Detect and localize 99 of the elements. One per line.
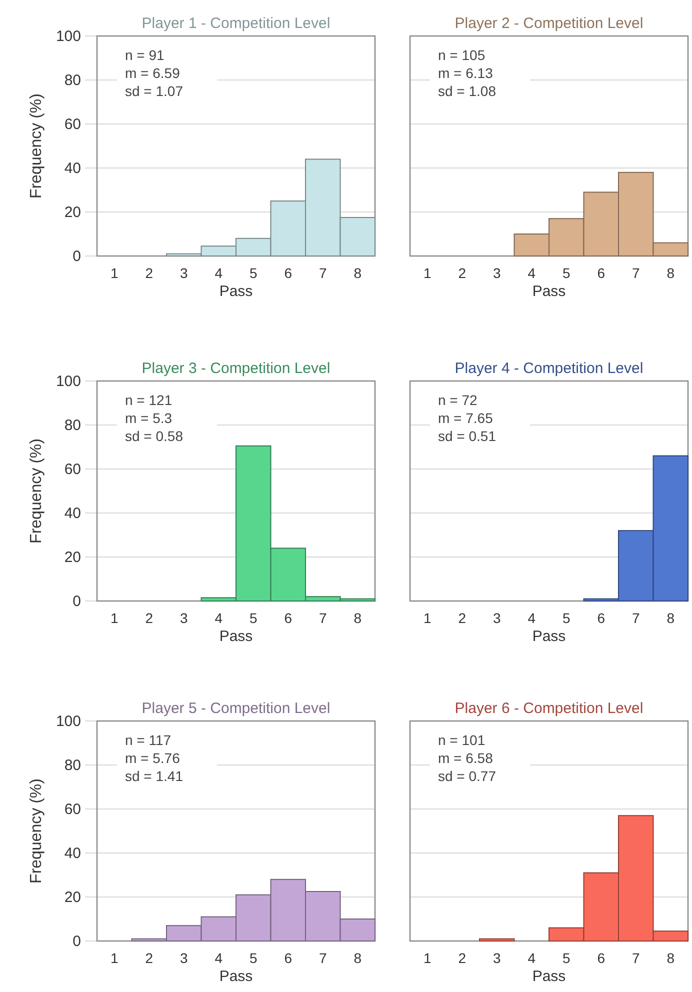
x-tick-label: 3 — [492, 610, 501, 626]
x-tick-label: 5 — [562, 950, 570, 966]
x-axis-title: Pass — [219, 283, 253, 300]
annotation: n = 72 — [438, 392, 478, 408]
x-tick-label: 6 — [284, 265, 292, 281]
y-tick-label: 100 — [56, 373, 81, 390]
x-tick-label: 6 — [597, 265, 606, 281]
x-tick-label: 2 — [458, 265, 466, 281]
x-tick-label: 3 — [180, 610, 188, 626]
x-tick-label: 3 — [492, 950, 501, 966]
y-tick-label: 80 — [64, 417, 81, 434]
x-tick-label: 8 — [666, 610, 675, 626]
x-tick-label: 5 — [249, 610, 258, 626]
x-tick-label: 7 — [318, 610, 327, 626]
x-tick-label: 2 — [458, 950, 466, 966]
annotation: m = 5.76 — [125, 750, 180, 766]
x-tick-label: 1 — [110, 610, 118, 626]
x-tick-label: 1 — [423, 950, 432, 966]
y-tick-label: 60 — [64, 116, 81, 133]
annotation: n = 101 — [438, 732, 486, 748]
x-tick-label: 2 — [145, 265, 154, 281]
annotation: m = 6.13 — [438, 65, 494, 81]
x-tick-label: 8 — [666, 265, 675, 281]
y-tick-label: 80 — [64, 757, 81, 774]
x-tick-label: 3 — [492, 265, 501, 281]
x-tick-label: 6 — [597, 950, 606, 966]
chart-title: Player 6 - Competition Level — [454, 700, 644, 717]
x-tick-label: 6 — [597, 610, 606, 626]
chart-title: Player 4 - Competition Level — [454, 360, 644, 377]
y-tick-label: 20 — [64, 204, 81, 221]
y-tick-label: 40 — [64, 845, 81, 862]
x-tick-label: 8 — [666, 950, 675, 966]
x-axis-title: Pass — [219, 968, 253, 985]
y-tick-label: 0 — [72, 933, 81, 950]
y-tick-label: 20 — [64, 889, 81, 906]
annotation: sd = 1.08 — [438, 83, 496, 99]
x-tick-label: 2 — [458, 610, 466, 626]
y-axis-title: Frequency (%) — [28, 778, 45, 884]
x-axis-title: Pass — [532, 968, 566, 985]
annotation: sd = 0.51 — [438, 428, 496, 444]
y-tick-label: 80 — [64, 72, 81, 89]
chart-title: Player 1 - Competition Level — [142, 15, 330, 32]
y-tick-label: 60 — [64, 801, 81, 818]
chart-title: Player 3 - Competition Level — [142, 360, 330, 377]
y-tick-label: 40 — [64, 505, 81, 522]
x-tick-label: 7 — [318, 950, 327, 966]
x-tick-label: 3 — [180, 950, 188, 966]
x-tick-label: 3 — [180, 265, 188, 281]
y-tick-label: 20 — [64, 549, 81, 566]
y-tick-label: 0 — [72, 248, 81, 265]
x-tick-label: 8 — [354, 610, 362, 626]
chart-title: Player 2 - Competition Level — [454, 15, 644, 32]
x-tick-label: 4 — [528, 265, 536, 281]
x-axis-title: Pass — [219, 628, 253, 645]
x-tick-label: 1 — [423, 610, 432, 626]
annotation: m = 6.59 — [125, 65, 180, 81]
annotation: sd = 0.77 — [438, 768, 496, 784]
x-tick-label: 1 — [110, 265, 118, 281]
x-tick-label: 4 — [214, 610, 223, 626]
x-tick-label: 7 — [632, 610, 640, 626]
x-tick-label: 1 — [423, 265, 432, 281]
x-tick-label: 6 — [284, 950, 292, 966]
x-tick-label: 8 — [354, 265, 362, 281]
annotation: n = 105 — [438, 47, 486, 63]
y-axis-title: Frequency (%) — [28, 94, 45, 198]
x-tick-label: 7 — [632, 265, 640, 281]
x-tick-label: 4 — [528, 610, 536, 626]
x-tick-label: 5 — [249, 950, 258, 966]
x-tick-label: 4 — [214, 950, 223, 966]
y-tick-label: 60 — [64, 461, 81, 478]
annotation: n = 121 — [125, 392, 172, 408]
x-tick-label: 4 — [214, 265, 223, 281]
x-tick-label: 4 — [528, 950, 536, 966]
x-tick-label: 1 — [110, 950, 118, 966]
x-tick-label: 5 — [562, 265, 570, 281]
annotation: sd = 0.58 — [125, 428, 184, 444]
x-axis-title: Pass — [532, 628, 566, 645]
x-tick-label: 7 — [318, 265, 327, 281]
x-tick-label: 2 — [145, 950, 154, 966]
y-axis-title: Frequency (%) — [28, 438, 45, 544]
annotation: m = 5.3 — [125, 410, 172, 426]
annotation: m = 7.65 — [438, 410, 494, 426]
y-tick-label: 40 — [64, 160, 81, 177]
chart-title: Player 5 - Competition Level — [142, 700, 330, 717]
y-tick-label: 0 — [72, 593, 81, 610]
x-axis-title: Pass — [532, 283, 566, 300]
x-tick-label: 8 — [354, 950, 362, 966]
x-tick-label: 5 — [562, 610, 570, 626]
annotation: n = 117 — [125, 732, 172, 748]
y-tick-label: 100 — [56, 713, 81, 730]
annotation: sd = 1.07 — [125, 83, 184, 99]
x-tick-label: 7 — [632, 950, 640, 966]
x-tick-label: 5 — [249, 265, 258, 281]
annotation: sd = 1.41 — [125, 768, 184, 784]
x-tick-label: 6 — [284, 610, 292, 626]
y-tick-label: 100 — [56, 28, 81, 45]
x-tick-label: 2 — [145, 610, 154, 626]
annotation: n = 91 — [125, 47, 165, 63]
annotation: m = 6.58 — [438, 750, 494, 766]
